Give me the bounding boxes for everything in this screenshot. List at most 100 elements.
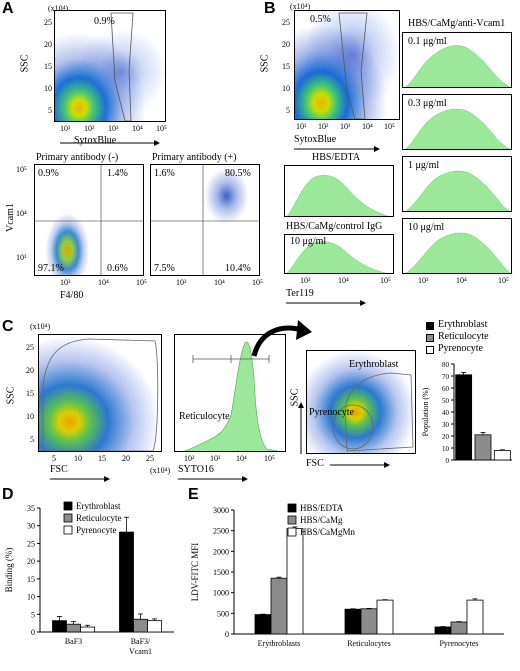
b-igg-title: HBS/CaMg/control IgG	[286, 221, 383, 232]
y-axis-label: Binding (%)	[4, 548, 14, 593]
a-left-quad-title: Primary antibody (-)	[36, 152, 119, 163]
y-tick-label: 0	[225, 630, 229, 639]
y-axis-label: LDV-FITC MFI	[190, 543, 200, 601]
a-top-flow-plot	[54, 10, 166, 122]
y-tick-label: 0	[31, 628, 35, 637]
y-tick-label: 15	[27, 575, 35, 584]
c-scatter-yticks: 25 20 15 10 5	[26, 343, 34, 444]
y-tick-label: 0	[446, 457, 450, 465]
a-right-q-ur: 80.5%	[225, 168, 251, 179]
y-tick-label: 2000	[213, 547, 229, 556]
a-top-xlabel: SytoxBlue	[74, 135, 117, 146]
c-hist-label: Reticulocyte	[179, 411, 230, 422]
a-left-q-ul: 0.9%	[38, 168, 59, 179]
bar	[119, 531, 134, 633]
bar	[474, 434, 492, 461]
e-mfi-chart: 3000 2500 2000 1500 1000 500 0 LDV-FITC MFI Eryt…	[190, 503, 504, 648]
c-legend-swatch-0	[426, 322, 434, 330]
bar	[286, 528, 304, 635]
b-top-xlabel: SytoxBlue	[294, 134, 337, 145]
a-top-gate-pct: 0.9%	[94, 16, 115, 27]
y-tick-label: 10	[442, 445, 450, 453]
b-igg-label: 10 μg/ml	[290, 236, 327, 247]
c-legend-label-2: Pyrenocyte	[438, 343, 483, 354]
b-hist-03-label: 0.3 μg/ml	[408, 98, 447, 109]
x-tick-label: Erythroblasts	[258, 639, 301, 648]
a-top-ylabel: SSC	[19, 54, 31, 73]
c-syto16-hist: Reticulocyte	[174, 334, 286, 452]
a-left-quad-plot: 0.9% 1.4% 97.1% 0.6%	[34, 164, 144, 276]
c-hist-xlabel: SYTO16	[178, 464, 214, 475]
b-xlabel: Ter119	[286, 288, 314, 299]
bar	[254, 614, 272, 635]
c-gate-erythroblast: Erythroblast	[349, 359, 399, 370]
x-tick-label: Reticulocytes	[347, 639, 391, 648]
x-tick-label: BaF3/	[131, 637, 151, 646]
y-tick-label: 1000	[213, 589, 229, 598]
y-tick-label: 80	[442, 361, 450, 369]
c-scatter-ylabel: SSC	[5, 386, 17, 405]
a-left-q-lr: 0.6%	[107, 263, 128, 274]
bar	[450, 621, 468, 635]
bar	[455, 374, 473, 461]
panel-letter-c: C	[2, 318, 14, 335]
y-tick-label: 40	[442, 409, 450, 417]
b-hist-igg: 10 μg/ml	[284, 234, 394, 274]
bar	[376, 599, 394, 635]
a-right-q-ul: 1.6%	[154, 168, 175, 179]
x-tick-label: BaF3	[65, 637, 82, 646]
x-tick-label: Vcam1	[129, 647, 152, 656]
c-gate-xlabel: FSC	[306, 458, 324, 469]
a-top-scale: (x10⁴)	[48, 4, 69, 13]
b-top-gate-pct: 0.5%	[310, 14, 331, 25]
b-hist-10: 10 μg/ml	[402, 218, 512, 274]
x-tick-label: Pyrenocytes	[439, 639, 478, 648]
b-hist-01: 0.1 μg/ml	[402, 32, 512, 88]
y-tick-label: 30	[442, 421, 450, 429]
panel-letter-a: A	[2, 0, 14, 17]
y-tick-label: 20	[442, 433, 450, 441]
c-scatter-xscale: (x10⁴)	[150, 466, 171, 475]
b-top-scale: (x10⁴)	[290, 2, 311, 11]
y-tick-label: 2500	[213, 527, 229, 536]
y-axis-label: Population (%)	[421, 387, 430, 436]
c-scatter-xlabel: FSC	[50, 464, 68, 475]
legend-swatch	[63, 513, 73, 523]
legend-label: Erythroblast	[76, 501, 121, 511]
a-right-q-lr: 10.4%	[225, 263, 251, 274]
b-hist-03: 0.3 μg/ml	[402, 94, 512, 150]
b-top-flow-plot	[294, 10, 400, 120]
bar	[80, 626, 95, 633]
legend-label: HBS/EDTA	[300, 503, 344, 513]
b-hist-10-label: 10 μg/ml	[408, 222, 445, 233]
legend-swatch	[287, 527, 297, 537]
a-top-yticks: 25 20 15 10 5	[44, 18, 52, 115]
panel-letter-b: B	[264, 0, 276, 17]
bar	[52, 620, 67, 633]
bar	[360, 608, 378, 635]
y-tick-label: 25	[27, 539, 35, 548]
y-tick-label: 20	[27, 557, 35, 566]
a-left-ylabel: Vcam1	[4, 203, 16, 232]
legend-swatch	[63, 525, 73, 535]
bar	[66, 623, 81, 633]
legend-swatch	[287, 503, 297, 513]
bar	[133, 618, 148, 633]
c-gate-plot: Erythroblast Pyrenocyte	[306, 350, 416, 454]
c-scatter-scale: (x10⁴)	[30, 322, 51, 331]
a-left-q-ur: 1.4%	[107, 168, 128, 179]
y-tick-label: 35	[27, 504, 35, 513]
a-left-q-ll: 97.1%	[38, 263, 64, 274]
y-tick-label: 3000	[213, 506, 229, 515]
a-right-quad-plot: 1.6% 80.5% 7.5% 10.4%	[150, 164, 260, 276]
b-hist-01-label: 0.1 μg/ml	[408, 36, 447, 47]
y-tick-label: 1500	[213, 568, 229, 577]
bar	[434, 626, 452, 635]
legend-label: Reticulocyte	[76, 513, 121, 523]
curved-arrow-icon	[251, 320, 312, 357]
b-hist-1: 1 μg/ml	[402, 156, 512, 212]
bar	[270, 577, 288, 635]
c-legend-swatch-1	[426, 334, 434, 342]
y-tick-label: 10	[27, 593, 35, 602]
bar	[466, 599, 484, 635]
